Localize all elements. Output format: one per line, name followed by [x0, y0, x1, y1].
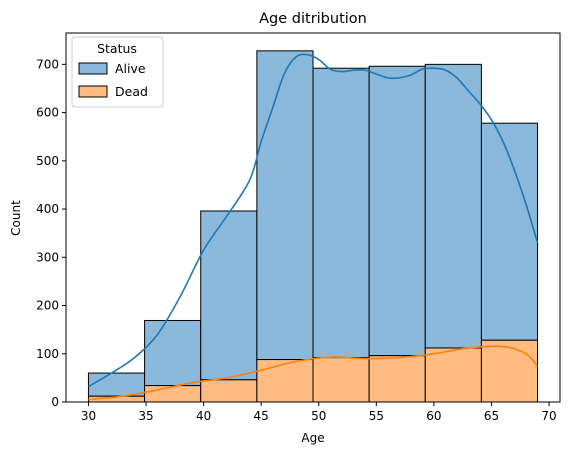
y-axis-label: Count	[9, 200, 23, 236]
bar-alive	[480, 122, 539, 341]
y-tick-label: 700	[36, 57, 59, 71]
bar-dead	[256, 359, 314, 403]
bar-alive	[368, 65, 426, 357]
bar-dead	[368, 355, 426, 403]
x-tick-label: 70	[541, 409, 556, 423]
y-tick-label: 400	[36, 202, 59, 216]
x-tick-label: 40	[196, 409, 211, 423]
legend-label-dead: Dead	[115, 84, 148, 99]
bar-alive	[256, 50, 314, 361]
bar-dead	[312, 357, 370, 403]
x-axis-label: Age	[301, 431, 324, 445]
y-tick-label: 500	[36, 154, 59, 168]
kde-line-alive	[88, 53, 539, 388]
plot-frame	[65, 32, 561, 403]
bar-alive	[144, 319, 202, 387]
x-tick-label: 55	[369, 409, 384, 423]
x-tick-label: 35	[138, 409, 153, 423]
bar-dead	[200, 379, 258, 403]
legend-label-alive: Alive	[115, 61, 146, 76]
bar-dead	[480, 339, 539, 403]
legend-swatch-dead	[78, 85, 108, 98]
bar-alive	[87, 372, 146, 397]
chart-title: Age ditribution	[259, 11, 367, 27]
y-tick-label: 100	[36, 347, 59, 361]
x-tick-label: 65	[484, 409, 499, 423]
x-tick-label: 60	[426, 409, 441, 423]
x-tick-label: 50	[311, 409, 326, 423]
x-tick-label: 30	[81, 409, 96, 423]
legend-title: Status	[97, 41, 137, 56]
bar-alive	[200, 210, 258, 381]
legend-swatch-alive	[78, 62, 108, 75]
legend: Status Alive Dead	[71, 36, 164, 108]
y-tick-label: 600	[36, 106, 59, 120]
y-tick-label: 300	[36, 250, 59, 264]
y-tick-label: 200	[36, 299, 59, 313]
x-tick-label: 45	[254, 409, 269, 423]
bar-alive	[424, 63, 482, 349]
bar-alive	[312, 67, 370, 359]
y-tick-label: 0	[51, 395, 59, 409]
bar-dead	[424, 347, 482, 403]
bar-dead	[144, 385, 202, 403]
kde-line-dead	[88, 345, 539, 401]
